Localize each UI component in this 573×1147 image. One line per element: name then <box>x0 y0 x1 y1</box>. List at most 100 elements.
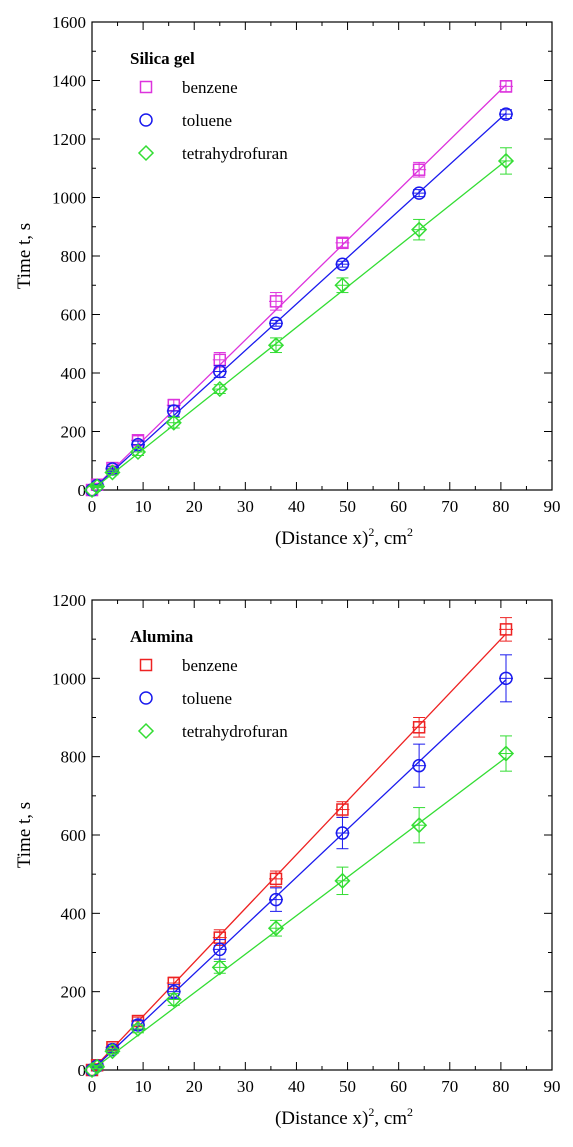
x-tick-label: 10 <box>135 1077 152 1096</box>
data-point <box>104 1043 121 1060</box>
data-point <box>129 443 147 461</box>
y-tick-label: 0 <box>78 481 87 500</box>
data-point <box>129 1020 147 1037</box>
data-point <box>89 478 106 495</box>
fit-line <box>91 756 507 1071</box>
fit-line <box>91 160 507 491</box>
data-point <box>269 872 283 886</box>
x-tick-label: 20 <box>186 497 203 516</box>
legend-marker <box>137 144 155 162</box>
plot-frame <box>91 599 553 1071</box>
legend-title: Alumina <box>130 627 194 646</box>
series-tetrahydrofuran <box>83 147 515 499</box>
legend-label: benzene <box>182 656 238 675</box>
x-tick-label: 70 <box>441 497 458 516</box>
x-tick-label: 0 <box>88 1077 97 1096</box>
data-point <box>165 991 182 1008</box>
y-axis-label: Time t, s <box>14 802 35 868</box>
y-tick-label: 1200 <box>52 130 86 149</box>
legend-title: Silica gel <box>130 49 195 68</box>
chart-panel-alumina: 0 10 20 30 40 50 60 70 80 90 0 200 400 600 800 1000 1200… <box>14 591 561 1129</box>
x-axis-label: (Distance x)2, cm2 <box>275 1105 413 1129</box>
legend: Silica gel benzene toluene tetrahydrofuran <box>130 49 288 163</box>
legend-marker <box>139 691 153 705</box>
data-point <box>269 295 283 308</box>
legend-label: benzene <box>182 78 238 97</box>
x-tick-label: 10 <box>135 497 152 516</box>
y-tick-label: 0 <box>78 1061 87 1080</box>
legend-marker <box>137 722 155 740</box>
y-tick-label: 200 <box>61 983 87 1002</box>
data-point <box>334 872 351 889</box>
series-benzene <box>85 617 513 1077</box>
data-point <box>267 920 285 937</box>
data-point <box>411 221 428 238</box>
x-tick-label: 30 <box>237 1077 254 1096</box>
y-tick-label: 800 <box>61 748 87 767</box>
data-point <box>497 152 515 169</box>
data-point <box>499 107 513 121</box>
data-point <box>499 80 513 93</box>
data-point <box>336 236 349 250</box>
x-tick-label: 80 <box>492 1077 509 1096</box>
data-point <box>89 1058 106 1075</box>
y-tick-label: 800 <box>61 247 87 266</box>
y-tick-label: 600 <box>61 826 87 845</box>
data-point <box>412 186 426 200</box>
y-tick-label: 400 <box>61 364 87 383</box>
y-tick-label: 1000 <box>52 669 86 688</box>
x-tick-label: 90 <box>544 497 561 516</box>
data-point <box>334 277 351 294</box>
legend-marker <box>139 113 153 127</box>
data-point <box>499 623 513 636</box>
data-point <box>213 364 227 379</box>
x-tick-label: 50 <box>339 1077 356 1096</box>
data-point <box>104 464 121 481</box>
y-tick-label: 1000 <box>52 189 86 208</box>
x-tick-label: 40 <box>288 497 305 516</box>
x-tick-label: 50 <box>339 497 356 516</box>
data-point <box>213 942 227 957</box>
fit-line <box>91 112 507 491</box>
legend-marker <box>139 658 153 672</box>
x-tick-label: 60 <box>390 497 407 516</box>
legend-label: toluene <box>182 111 232 130</box>
data-point <box>211 959 228 976</box>
data-point <box>412 163 426 176</box>
y-tick-label: 600 <box>61 306 87 325</box>
data-point <box>412 721 426 734</box>
data-point <box>267 337 285 354</box>
legend: Alumina benzene toluene tetrahydrofuran <box>130 627 288 741</box>
x-tick-label: 0 <box>88 497 97 516</box>
x-tick-label: 90 <box>544 1077 561 1096</box>
legend-label: tetrahydrofuran <box>182 722 288 741</box>
x-tick-label: 80 <box>492 497 509 516</box>
fit-line <box>91 633 507 1071</box>
x-tick-label: 60 <box>390 1077 407 1096</box>
series-toluene <box>85 654 513 1077</box>
data-point <box>211 381 228 398</box>
x-tick-label: 40 <box>288 1077 305 1096</box>
legend-label: tetrahydrofuran <box>182 144 288 163</box>
data-point <box>269 892 283 907</box>
x-tick-label: 30 <box>237 497 254 516</box>
fit-line <box>91 84 507 491</box>
y-tick-label: 1400 <box>52 72 86 91</box>
x-axis-label: (Distance x)2, cm2 <box>275 525 413 549</box>
data-point <box>411 817 428 834</box>
data-point <box>335 257 350 271</box>
data-point <box>165 414 182 431</box>
series-benzene <box>85 80 513 497</box>
chart-panel-silica-gel: 0 10 20 30 40 50 60 70 80 90 0 200 400 600 800 1000 1200… <box>14 13 561 549</box>
legend-label: toluene <box>182 689 232 708</box>
series-toluene <box>85 107 513 497</box>
series-tetrahydrofuran <box>83 735 515 1079</box>
data-point <box>499 671 513 686</box>
data-point <box>497 745 515 762</box>
y-tick-label: 400 <box>61 904 87 923</box>
x-tick-label: 70 <box>441 1077 458 1096</box>
y-axis-label: Time t, s <box>14 223 35 289</box>
y-tick-label: 1200 <box>52 591 86 610</box>
data-point <box>336 803 349 816</box>
